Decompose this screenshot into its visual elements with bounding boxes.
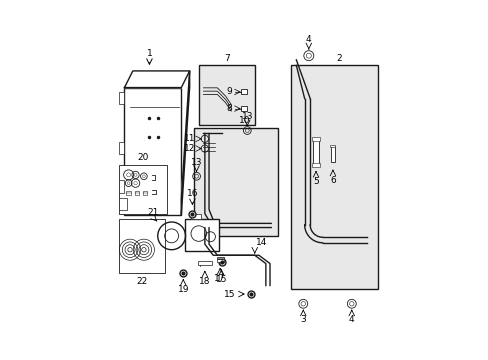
Text: 1: 1 bbox=[146, 49, 152, 58]
Bar bbox=[135, 191, 139, 195]
Text: 12: 12 bbox=[183, 144, 195, 153]
Text: 3: 3 bbox=[300, 315, 305, 324]
Bar bbox=[290, 66, 377, 288]
Bar bbox=[119, 92, 124, 104]
Text: 15: 15 bbox=[224, 289, 235, 298]
Bar bbox=[143, 191, 147, 195]
Bar bbox=[119, 198, 127, 210]
Text: 13: 13 bbox=[190, 158, 202, 167]
Text: 13: 13 bbox=[241, 112, 252, 121]
Bar bbox=[126, 191, 131, 195]
Text: 21: 21 bbox=[147, 208, 158, 217]
Text: 5: 5 bbox=[312, 177, 318, 186]
Bar bbox=[185, 219, 218, 251]
Bar bbox=[312, 137, 319, 141]
Bar bbox=[193, 128, 278, 236]
Text: 8: 8 bbox=[226, 104, 232, 113]
Text: 19: 19 bbox=[177, 285, 189, 294]
Bar bbox=[216, 257, 224, 259]
Bar bbox=[241, 90, 246, 94]
Text: 20: 20 bbox=[137, 153, 148, 162]
Text: 14: 14 bbox=[256, 238, 267, 247]
Bar bbox=[119, 141, 124, 154]
Text: 17: 17 bbox=[214, 274, 225, 283]
Bar bbox=[119, 165, 167, 214]
Bar bbox=[119, 180, 124, 193]
Bar bbox=[119, 219, 164, 273]
Bar bbox=[216, 259, 224, 262]
Bar bbox=[124, 87, 181, 215]
Bar bbox=[191, 214, 200, 219]
Text: 4: 4 bbox=[305, 35, 311, 44]
Text: 4: 4 bbox=[348, 315, 354, 324]
Text: 2: 2 bbox=[335, 54, 341, 63]
Text: 10: 10 bbox=[238, 116, 250, 125]
Polygon shape bbox=[181, 71, 189, 215]
Bar bbox=[312, 139, 319, 164]
Text: 6: 6 bbox=[329, 176, 335, 185]
Bar bbox=[198, 261, 211, 265]
Bar bbox=[199, 66, 254, 125]
Bar bbox=[312, 163, 319, 167]
Bar bbox=[330, 145, 335, 148]
Text: 22: 22 bbox=[136, 278, 147, 287]
Text: 18: 18 bbox=[199, 277, 210, 286]
Bar bbox=[330, 146, 334, 162]
Bar bbox=[241, 106, 246, 111]
Text: 9: 9 bbox=[226, 87, 232, 96]
Polygon shape bbox=[124, 71, 189, 87]
Text: 7: 7 bbox=[224, 54, 229, 63]
Text: 11: 11 bbox=[183, 134, 195, 143]
Text: 15: 15 bbox=[215, 275, 227, 284]
Text: 16: 16 bbox=[186, 189, 198, 198]
